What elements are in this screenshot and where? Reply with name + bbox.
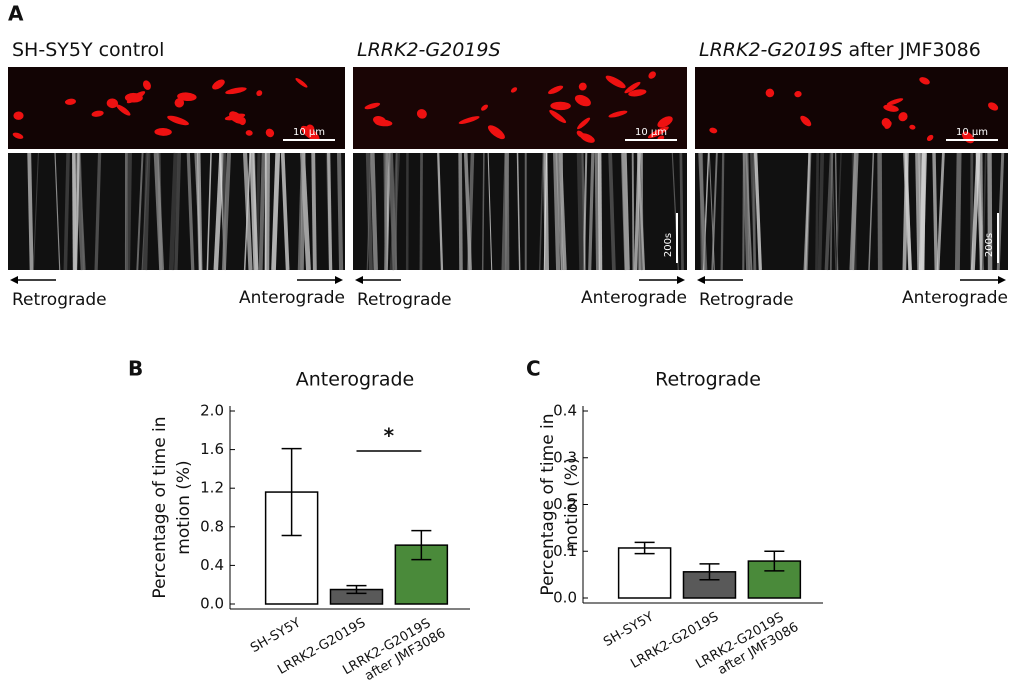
direction-label: Anterograde (581, 288, 687, 308)
kymo-track (722, 153, 724, 270)
panel-label: B (128, 357, 143, 381)
x-tick-label: SH-SY5Y (601, 609, 656, 650)
kymo-track (385, 153, 386, 270)
y-tick-label: 2.0 (200, 402, 224, 420)
direction-label: Anterograde (902, 288, 1008, 308)
y-tick-label: 0.8 (200, 517, 224, 535)
panel-label: C (526, 357, 541, 381)
y-tick-label: 0.4 (200, 556, 224, 574)
direction-label: Retrograde (357, 290, 452, 310)
direction-label: Retrograde (699, 290, 794, 310)
y-tick-label: 1.6 (200, 440, 224, 458)
title-text: after JMF3086 (849, 39, 981, 61)
panel-title: LRRK2-G2019S after JMF3086 (699, 39, 981, 61)
kymo-track (816, 153, 817, 270)
y-tick-label: 0.1 (553, 542, 577, 560)
scale-bar-label: 10 µm (293, 127, 325, 138)
kymo-track (579, 153, 581, 270)
kymo-track (934, 153, 936, 270)
kymo-track (145, 153, 148, 270)
arrow-head (355, 276, 363, 284)
kymo-track (562, 153, 563, 270)
title-italic: LRRK2-G2019S (699, 39, 843, 61)
panel-label: A (8, 2, 24, 26)
x-tick-label: SH-SY5Y (248, 615, 303, 656)
kymo-track (421, 153, 422, 270)
micrographs (8, 67, 1008, 284)
kymo-track (302, 153, 304, 270)
kymo-track (460, 153, 461, 270)
y-axis-label: Percentage of time in (150, 416, 170, 598)
title-italic: LRRK2-G2019S (357, 39, 501, 61)
y-tick-label: 0.3 (553, 448, 577, 466)
kymo-track (597, 153, 598, 270)
kymo-track (128, 153, 130, 270)
kymo-track (880, 153, 881, 270)
kymo-track (267, 153, 268, 270)
kymo-track (313, 153, 315, 270)
time-bar-label: 200s (984, 233, 995, 257)
scale-bar-label: 10 µm (956, 127, 988, 138)
direction-label: Retrograde (12, 290, 107, 310)
panel-title: LRRK2-G2019S (357, 39, 501, 61)
kymo-track (754, 153, 755, 270)
arrow-head (677, 276, 685, 284)
bar (619, 548, 671, 598)
kymo-track (600, 153, 601, 270)
arrow-head (998, 276, 1006, 284)
arrow-head (335, 276, 343, 284)
title-text: SH-SY5Y control (12, 39, 164, 61)
significance-label: * (384, 424, 395, 448)
y-tick-label: 0.2 (553, 495, 577, 513)
y-tick-label: 0.0 (553, 589, 577, 607)
y-tick-label: 1.2 (200, 479, 224, 497)
panel-title: SH-SY5Y control (12, 39, 164, 61)
chart-title: Anterograde (296, 369, 414, 391)
kymo-track (199, 153, 201, 270)
direction-label: Anterograde (239, 288, 345, 308)
time-bar-label: 200s (663, 233, 674, 257)
chart-title: Retrograde (655, 369, 761, 391)
arrow-head (697, 276, 705, 284)
y-axis-label: motion (%) (174, 460, 194, 554)
kymo-track (923, 153, 924, 270)
kymo-track (339, 153, 341, 270)
arrow-head (10, 276, 18, 284)
scale-bar-label: 10 µm (635, 127, 667, 138)
y-tick-label: 0.4 (553, 402, 577, 420)
kymo-track (957, 153, 959, 270)
kymo-track (981, 153, 982, 270)
kymo-track (633, 153, 634, 270)
kymo-track (681, 153, 683, 270)
kymo-track (329, 153, 331, 270)
kymo-track (29, 153, 31, 270)
y-tick-label: 0.0 (200, 595, 224, 613)
